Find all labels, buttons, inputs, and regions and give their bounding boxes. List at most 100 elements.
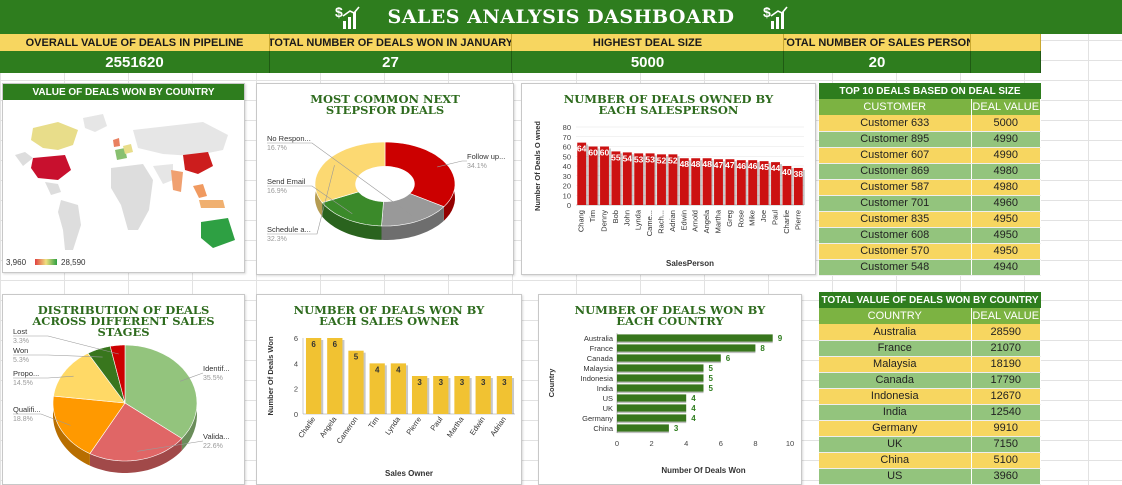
deals-owned-bar (714, 159, 723, 205)
deals-owned-bar (736, 160, 746, 205)
top-deals-header-customer: CUSTOMER (819, 99, 972, 115)
deals-owned-data-label: 40 (782, 167, 792, 177)
deals-owned-bar-top (782, 164, 792, 166)
stages-label: Qualifi... (13, 405, 41, 414)
stages-panel[interactable]: DISTRIBUTION OF DEALS ACROSS DIFFERENT S… (2, 294, 245, 485)
deals-owned-bar (691, 158, 701, 205)
deals-owned-bar-top (725, 157, 735, 160)
deals-owned-y-axis-title: Number Of Deals O wned (533, 121, 542, 211)
won-country-bar (617, 404, 687, 412)
deals-owned-x-tick-label: Rose (736, 210, 745, 228)
deals-owned-bar (793, 167, 803, 205)
top-deals-value-cell: 4960 (971, 195, 1041, 212)
kpi-won-january-label: TOTAL NUMBER OF DEALS WON IN JANUARY (270, 34, 512, 51)
won-owner-title: NUMBER OF DEALS WON BY EACH SALES OWNER (293, 303, 485, 328)
won-country-panel[interactable]: NUMBER OF DEALS WON BY EACH COUNTRY 0 2 4 6… (538, 294, 802, 485)
deals-owned-bar (748, 160, 758, 205)
won-owner-bar-shadow (384, 365, 387, 414)
deals-owned-data-label: 54 (623, 153, 633, 163)
top-deals-value-cell: 4980 (971, 163, 1041, 180)
won-country-data-label: 4 (691, 404, 696, 413)
deals-owned-bar-shadow (711, 160, 714, 205)
deals-owned-panel[interactable]: NUMBER OF DEALS OWNED BY EACH SALESPERSO… (521, 83, 816, 275)
stages-leader-line (13, 335, 119, 355)
map-panel[interactable]: VALUE OF DEALS WON BY COUNTRY 3,960 28,5… (2, 83, 245, 273)
won-country-x-axis-title: Number Of Deals Won (661, 466, 745, 475)
won-owner-bar-top (369, 361, 385, 364)
won-owner-bar (327, 338, 343, 414)
next-steps-leader-line (267, 142, 413, 217)
deals-owned-x-tick-label: Bob (611, 210, 620, 223)
deals-owned-bar-top (714, 157, 723, 160)
deals-owned-data-label: 48 (702, 159, 712, 169)
won-country-x-tick-label: 2 (650, 439, 654, 448)
country-value-value-cell: 9910 (971, 420, 1041, 437)
deals-owned-x-axis-title: SalesPerson (666, 259, 714, 268)
country-value-table-block: TOTAL VALUE OF DEALS WON BY COUNTRY COUN… (819, 292, 1041, 485)
map-canada (31, 122, 78, 150)
won-owner-bar-top (305, 336, 322, 338)
stages-percent-label: 5.3% (13, 357, 29, 364)
won-owner-bar-shadow (469, 378, 472, 414)
country-value-name-cell: Canada (819, 372, 972, 389)
top-deals-row: Customer 835 4950 (819, 211, 1041, 228)
map-legend-gradient (35, 259, 57, 265)
next-steps-leader-line (267, 185, 353, 215)
top-deals-table: CUSTOMER DEAL VALUE Customer 633 5000 Cust… (819, 99, 1041, 276)
map-indonesia (199, 200, 225, 208)
deals-owned-bar-shadow (631, 154, 634, 205)
won-country-y-tick-label: Malaysia (583, 364, 613, 373)
stages-label: Lost (13, 327, 28, 336)
deals-owned-bar-shadow (768, 163, 771, 205)
deals-owned-x-tick-label: Edwin (679, 210, 688, 230)
won-owner-bar-top (327, 336, 343, 338)
stages-percent-label: 18.8% (13, 416, 33, 423)
deals-owned-x-tick-label: Angela (702, 209, 711, 233)
won-owner-data-label: 3 (417, 378, 422, 387)
deals-owned-bar-top (668, 152, 678, 155)
won-country-data-label: 5 (709, 374, 714, 383)
top-deals-row: Customer 608 4950 (819, 227, 1041, 244)
country-value-row: Australia 28590 (819, 324, 1041, 341)
deals-owned-bar-shadow (757, 162, 760, 205)
won-country-bar-shadow (617, 341, 773, 344)
deals-owned-x-tick-label: Charlie (782, 210, 791, 234)
stages-leader-line (13, 375, 74, 379)
kpi-pipeline-label: OVERALL VALUE OF DEALS IN PIPELINE (0, 34, 270, 51)
country-value-name-cell: India (819, 404, 972, 421)
deals-owned-y-tick-label: 40 (563, 162, 571, 171)
deals-owned-bar (702, 158, 712, 205)
won-owner-data-label: 6 (311, 340, 316, 349)
won-country-bar (617, 384, 704, 392)
next-steps-label: Schedule a... (267, 225, 311, 234)
deals-owned-bar-shadow (586, 144, 589, 205)
stages-label: Won (13, 346, 28, 355)
deals-owned-data-label: 38 (794, 169, 804, 179)
won-owner-bar-shadow (363, 352, 366, 414)
deals-owned-x-tick-label: Arnold (691, 210, 700, 232)
deals-owned-bar-top (634, 151, 644, 154)
top-deals-name-cell: Customer 607 (819, 147, 972, 164)
won-owner-y-tick-label: 4 (294, 359, 298, 368)
won-country-bar-shadow (617, 351, 756, 354)
next-steps-panel[interactable]: MOST COMMON NEXT STEPSFOR DEALS Follow u… (256, 83, 514, 275)
won-owner-x-tick-label: Cameron (335, 415, 360, 445)
deals-owned-bar-shadow (688, 160, 691, 205)
deals-owned-bar-top (645, 151, 655, 154)
deals-owned-y-tick-label: 80 (563, 123, 571, 132)
won-owner-bar-shadow (321, 340, 324, 414)
won-owner-bar (475, 376, 491, 414)
won-owner-x-tick-label: Angela (318, 414, 339, 439)
stages-title: DISTRIBUTION OF DEALS ACROSS DIFFERENT S… (32, 303, 215, 339)
won-owner-y-tick-label: 0 (294, 410, 298, 419)
won-country-data-label: 8 (760, 344, 765, 353)
deals-owned-bar-top (702, 156, 712, 159)
won-country-bar-shadow (617, 381, 704, 384)
won-owner-panel[interactable]: NUMBER OF DEALS WON BY EACH SALES OWNER … (256, 294, 522, 485)
stages-percent-label: 3.3% (13, 338, 29, 345)
deals-owned-bar-shadow (597, 148, 600, 205)
map-malaysia (193, 184, 207, 198)
stages-label: Identif... (203, 364, 230, 373)
won-country-bar-shadow (617, 391, 704, 394)
won-country-data-label: 4 (691, 414, 696, 423)
